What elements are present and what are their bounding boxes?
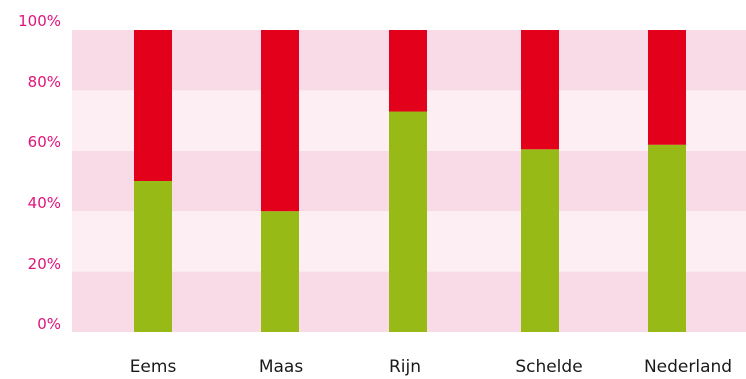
y-axis-tick-labels: 0% 20% 40% 60% 80% 100% bbox=[18, 12, 61, 333]
x-axis-category-labels: Eems Maas Rijn Schelde Nederland bbox=[130, 357, 732, 377]
x-label-nederland: Nederland bbox=[644, 357, 732, 377]
x-label-schelde: Schelde bbox=[515, 357, 582, 377]
bar-segment-maas-red bbox=[261, 30, 299, 212]
x-label-eems: Eems bbox=[130, 357, 177, 377]
y-tick-label-40: 40% bbox=[28, 194, 61, 212]
bar-segment-nederland-red bbox=[648, 30, 686, 145]
bar-segment-rijn-red bbox=[389, 30, 427, 112]
bar-segment-nederland-green bbox=[648, 144, 686, 332]
bars bbox=[134, 30, 686, 332]
x-label-rijn: Rijn bbox=[389, 357, 421, 377]
x-label-maas: Maas bbox=[259, 357, 304, 377]
bar-segment-eems-green bbox=[134, 181, 172, 332]
y-tick-label-0: 0% bbox=[37, 315, 61, 333]
y-tick-label-60: 60% bbox=[28, 133, 61, 151]
y-tick-label-80: 80% bbox=[28, 73, 61, 91]
bar-segment-eems-red bbox=[134, 30, 172, 181]
y-tick-label-100: 100% bbox=[18, 12, 61, 30]
y-tick-label-20: 20% bbox=[28, 255, 61, 273]
bar-segment-rijn-green bbox=[389, 111, 427, 332]
bar-segment-schelde-green bbox=[521, 149, 559, 332]
bar-segment-maas-green bbox=[261, 211, 299, 332]
bar-segment-schelde-red bbox=[521, 30, 559, 150]
